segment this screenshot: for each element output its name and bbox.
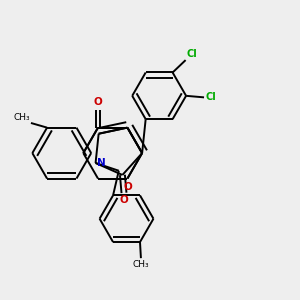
Text: O: O xyxy=(94,97,102,107)
Text: N: N xyxy=(97,158,106,168)
Text: CH₃: CH₃ xyxy=(13,113,30,122)
Text: Cl: Cl xyxy=(206,92,216,102)
Text: CH₃: CH₃ xyxy=(133,260,149,269)
Text: Cl: Cl xyxy=(187,49,197,58)
Text: O: O xyxy=(120,195,128,206)
Text: O: O xyxy=(124,182,133,192)
